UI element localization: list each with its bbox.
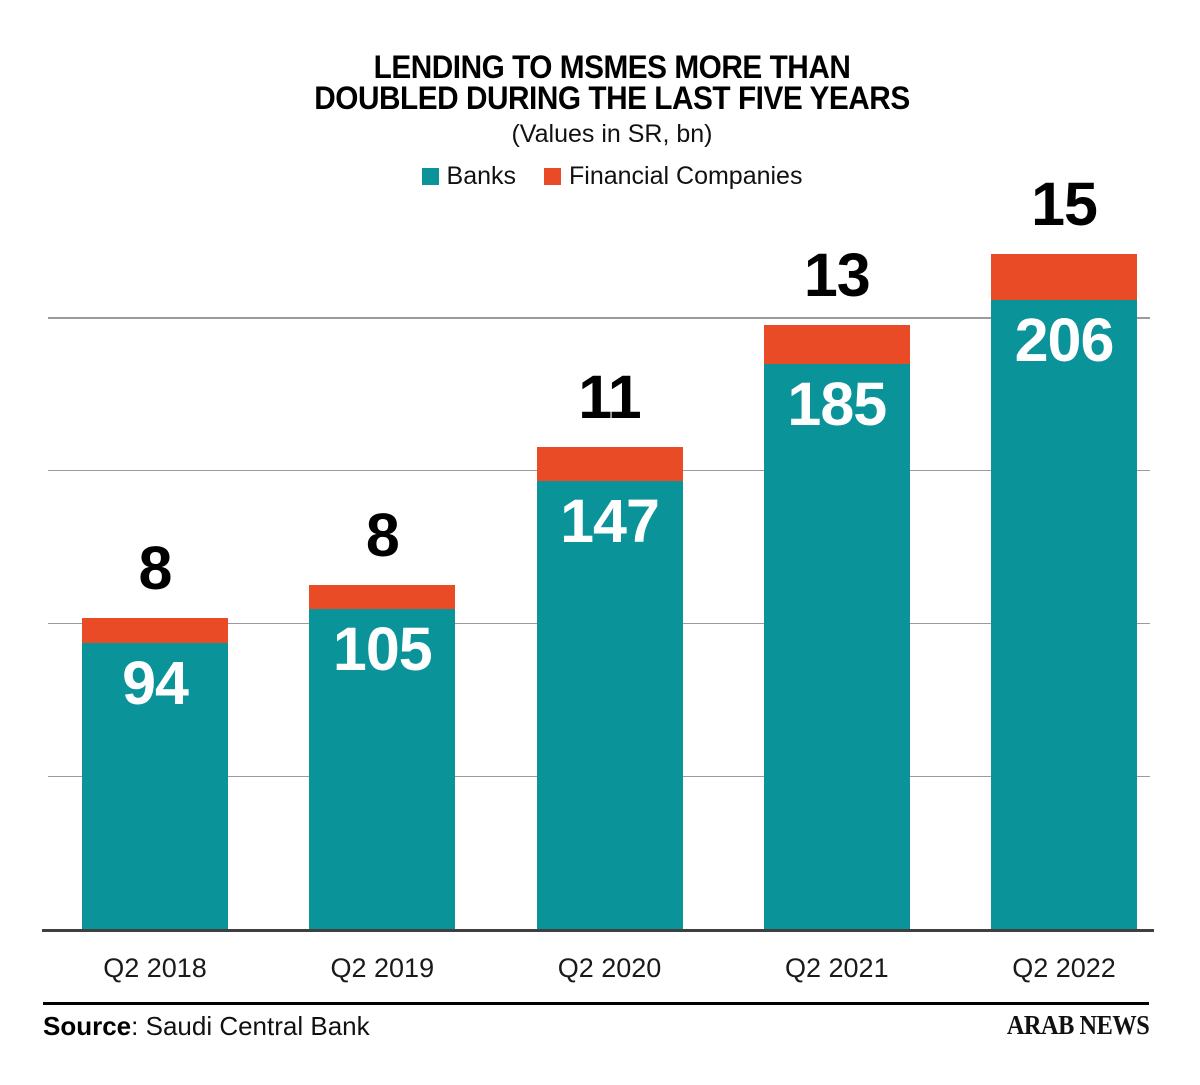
bar-segment-financial-companies-q2-2020	[536, 447, 683, 481]
financial-companies-value-label-q2-2021: 13	[803, 240, 871, 309]
banks-legend-label: Banks	[446, 162, 517, 190]
legend: Banks Financial Companies	[24, 162, 1200, 191]
legend-item-banks: Banks	[421, 162, 517, 191]
banks-value-label-q2-2019: 105	[332, 615, 433, 683]
banks-swatch-icon	[421, 168, 439, 185]
bar-segment-banks-q2-2021	[763, 364, 910, 930]
footer-rule	[43, 1002, 1149, 1005]
bar-segment-financial-companies-q2-2021	[763, 324, 910, 365]
financial-companies-value-label-q2-2018: 8	[138, 534, 173, 603]
x-axis-label-q2-2022: Q2 2022	[1012, 953, 1116, 983]
financial-companies-value-label-q2-2020: 11	[578, 362, 642, 431]
legend-item-financial-companies: Financial Companies	[544, 162, 802, 191]
bar-segment-banks-q2-2019	[309, 609, 456, 930]
chart-title-line2: DOUBLED DURING THE LAST FIVE YEARS	[314, 80, 910, 116]
bar-segment-financial-companies-q2-2018	[82, 618, 228, 643]
financial-companies-value-label-q2-2019: 8	[365, 500, 400, 569]
x-axis-label-q2-2020: Q2 2020	[557, 953, 662, 983]
chart-subtitle: (Values in SR, bn)	[511, 120, 713, 148]
arab-news-logo: ARAB NEWS	[1006, 1010, 1150, 1040]
chart-header: LENDING TO MSMES MORE THAN DOUBLED DURIN…	[24, 0, 1200, 191]
bar-segment-banks-q2-2018	[82, 642, 228, 930]
banks-value-label-q2-2018: 94	[122, 648, 189, 717]
x-axis-label-q2-2019: Q2 2019	[330, 953, 435, 983]
bar-segment-banks-q2-2020	[536, 480, 683, 930]
x-axis-label-q2-2021: Q2 2021	[785, 953, 889, 983]
banks-value-label-q2-2022: 206	[1014, 306, 1115, 375]
bar-segment-financial-companies-q2-2022	[991, 254, 1137, 301]
financial-companies-swatch-icon	[544, 168, 562, 185]
banks-value-label-q2-2021: 185	[787, 370, 887, 439]
chart-area: 94 8 Q2 2018 105 8 Q2 2019 147 11 Q2 2020 185 13 Q2…	[48, 174, 1150, 982]
source-label: Source	[43, 1011, 132, 1041]
bar-segment-financial-companies-q2-2019	[309, 584, 456, 610]
x-axis-baseline	[42, 929, 1154, 932]
gridline-200	[48, 317, 1150, 319]
source-value: : Saudi Central Bank	[131, 1011, 370, 1041]
bar-segment-banks-q2-2022	[991, 300, 1137, 930]
x-axis-label-q2-2018: Q2 2018	[103, 953, 207, 983]
financial-companies-legend-label: Financial Companies	[569, 162, 803, 190]
banks-value-label-q2-2020: 147	[560, 486, 660, 555]
chart-title-line1: LENDING TO MSMES MORE THAN	[373, 49, 851, 85]
financial-companies-value-label-q2-2022: 15	[1031, 170, 1098, 239]
source-credit: Source: Saudi Central Bank	[43, 1011, 370, 1042]
chart-title: LENDING TO MSMES MORE THAN DOUBLED DURIN…	[65, 49, 1159, 116]
